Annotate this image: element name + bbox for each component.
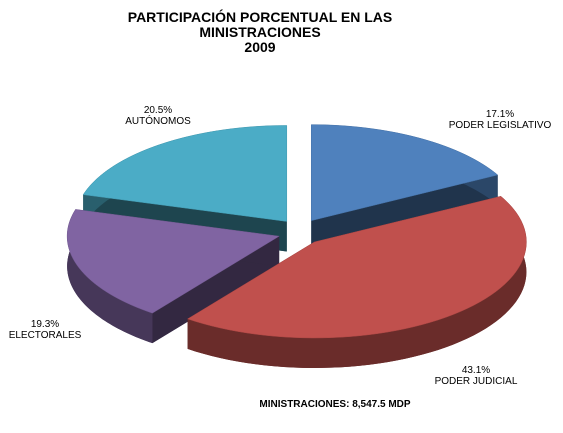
- chart-subtitle: 2009: [244, 39, 276, 55]
- slice-top: [82, 125, 288, 222]
- slice-wall: [67, 209, 153, 344]
- slice-wall: [187, 196, 527, 368]
- slice: [66, 209, 280, 344]
- category-label: PODER LEGISLATIVO: [449, 120, 552, 131]
- category-label: ELECTORALES: [9, 330, 82, 341]
- slice: [187, 195, 527, 368]
- slice-top: [187, 195, 527, 339]
- category-label: AUTÓNOMOS: [125, 114, 191, 127]
- chart-title: PARTICIPACIÓN PORCENTUAL EN LAS MINISTRA…: [127, 9, 393, 40]
- data-label: 43.1%: [462, 365, 490, 376]
- title-block: PARTICIPACIÓN PORCENTUAL EN LAS MINISTRA…: [120, 10, 400, 55]
- slice-top: [66, 209, 280, 314]
- data-label: 19.3%: [31, 319, 59, 330]
- data-label: 17.1%: [486, 109, 514, 120]
- slice-side: [152, 236, 280, 344]
- data-label: 20.5%: [144, 105, 172, 116]
- category-label: PODER JUDICIAL: [435, 376, 518, 387]
- annotation: MINISTRACIONES: 8,547.5 MDP: [259, 399, 410, 410]
- slice-top: [311, 124, 499, 221]
